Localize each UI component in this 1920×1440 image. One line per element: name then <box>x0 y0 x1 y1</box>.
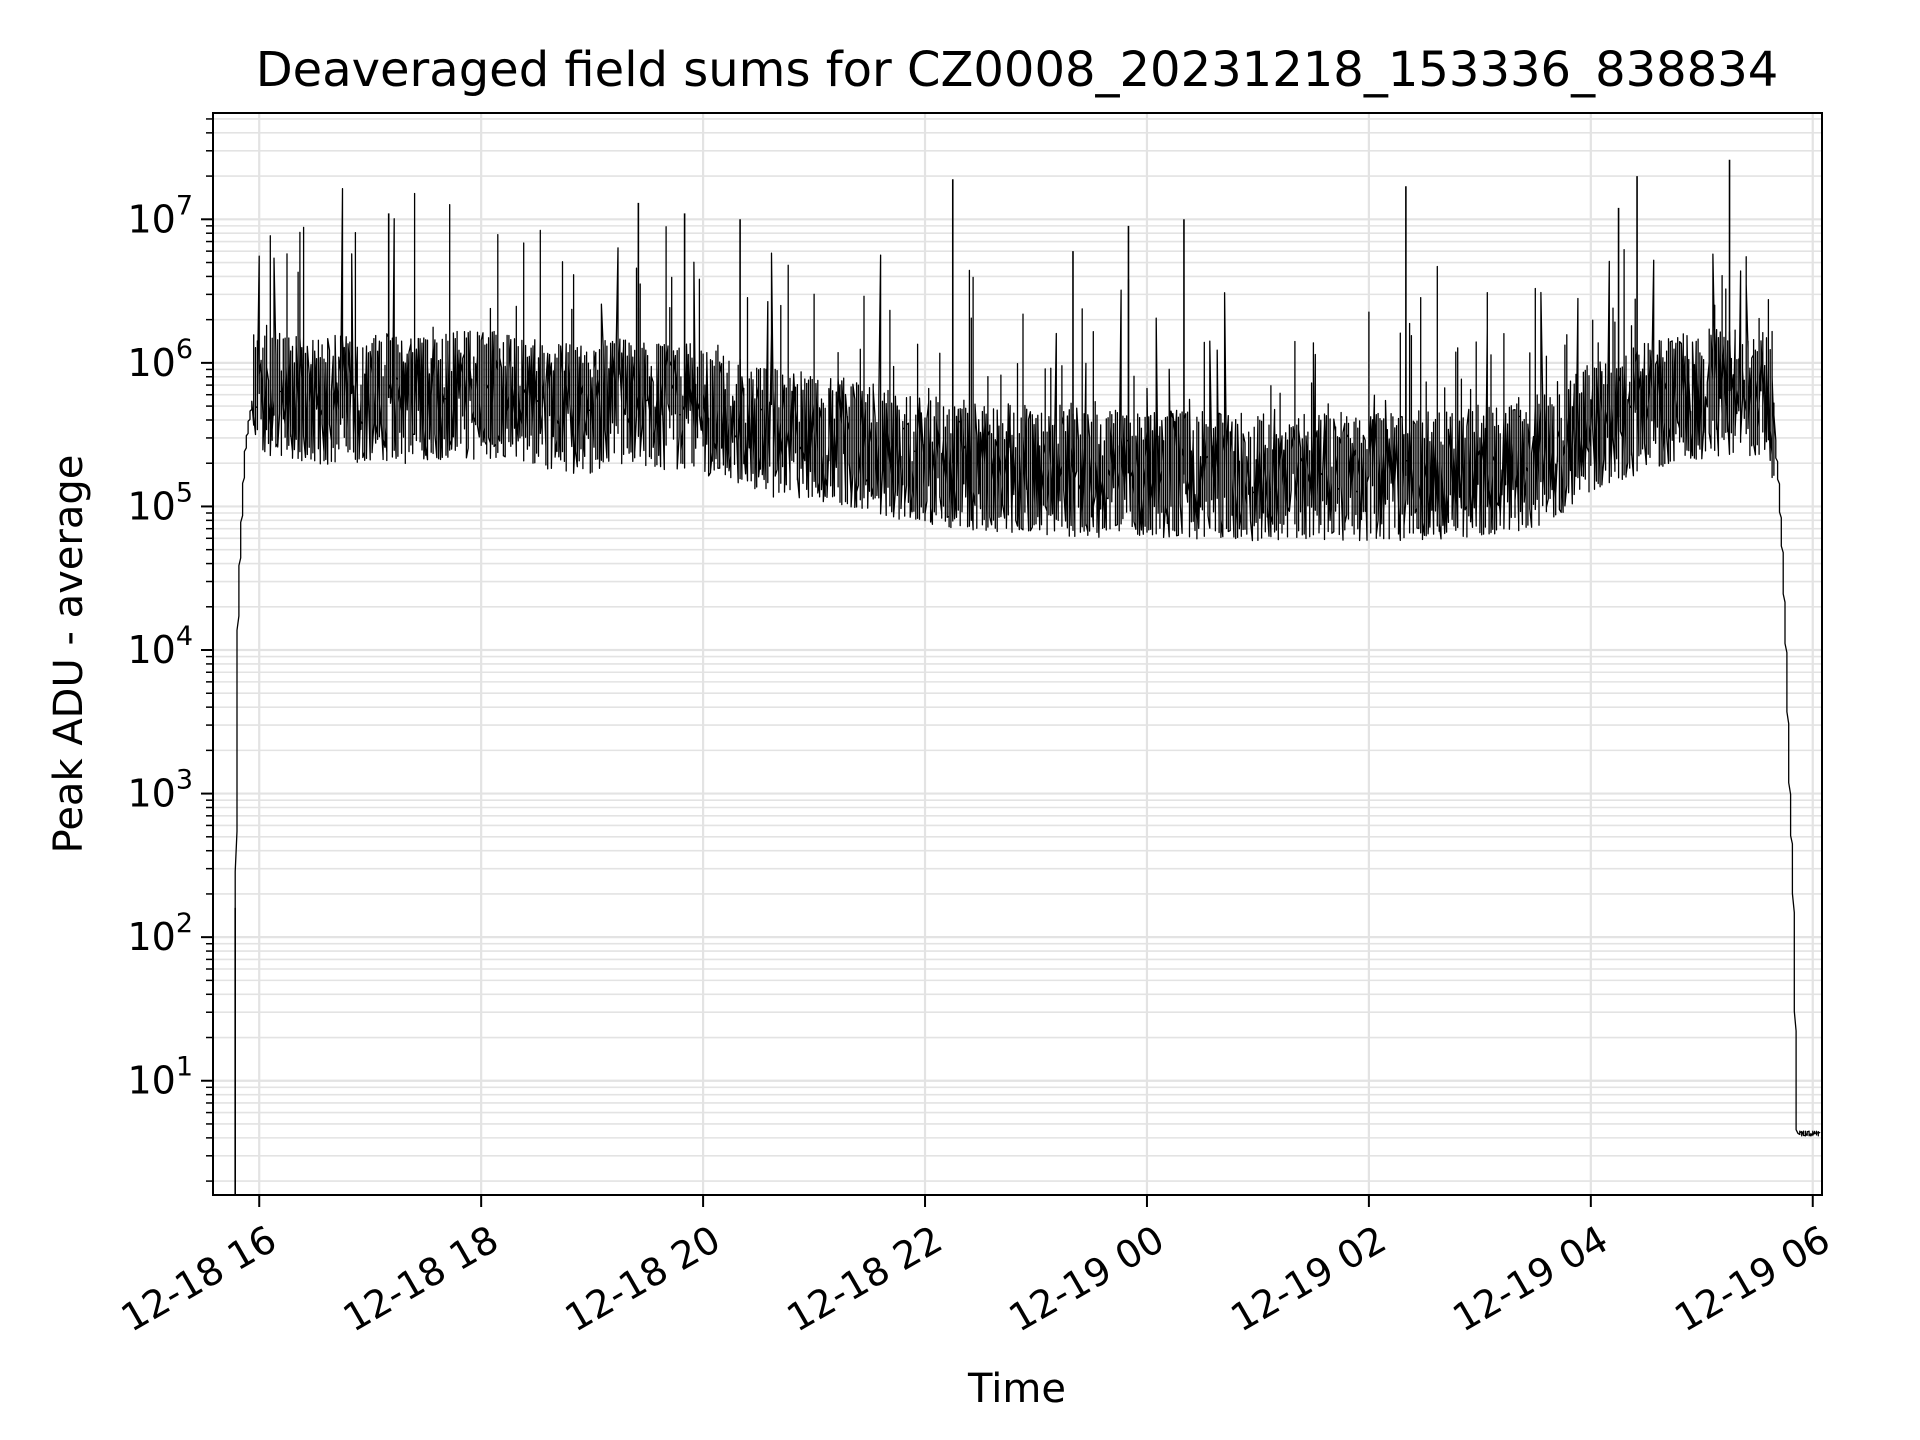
y-tick-exponent: 1 <box>176 1052 193 1083</box>
y-tick-base: 10 <box>127 197 175 241</box>
y-tick-exponent: 4 <box>176 621 193 652</box>
y-tick-exponent: 6 <box>176 334 193 365</box>
y-tick-exponent: 7 <box>176 190 193 221</box>
y-axis-label: Peak ADU - average <box>46 455 92 854</box>
x-axis-label: Time <box>967 1366 1066 1412</box>
y-tick-base: 10 <box>127 772 175 816</box>
y-tick-base: 10 <box>127 1059 175 1103</box>
y-tick-label: 103 <box>127 765 193 816</box>
y-tick-label: 105 <box>127 477 193 528</box>
y-tick-label: 101 <box>127 1052 193 1103</box>
y-tick-label: 107 <box>127 190 193 241</box>
grid-layer <box>213 113 1822 1195</box>
y-tick-exponent: 3 <box>176 765 193 796</box>
y-tick-base: 10 <box>127 341 175 385</box>
y-tick-exponent: 2 <box>176 908 193 939</box>
chart-title: Deaveraged field sums for CZ0008_2023121… <box>256 42 1779 98</box>
y-tick-base: 10 <box>127 628 175 672</box>
series-line <box>234 188 1821 1195</box>
y-tick-label: 104 <box>127 621 193 672</box>
y-tick-label: 106 <box>127 334 193 385</box>
y-tick-label: 102 <box>127 908 193 959</box>
y-tick-base: 10 <box>127 915 175 959</box>
plot-frame <box>212 112 1823 1196</box>
y-tick-exponent: 5 <box>176 477 193 508</box>
y-tick-base: 10 <box>127 484 175 528</box>
series-layer <box>234 159 1821 1195</box>
